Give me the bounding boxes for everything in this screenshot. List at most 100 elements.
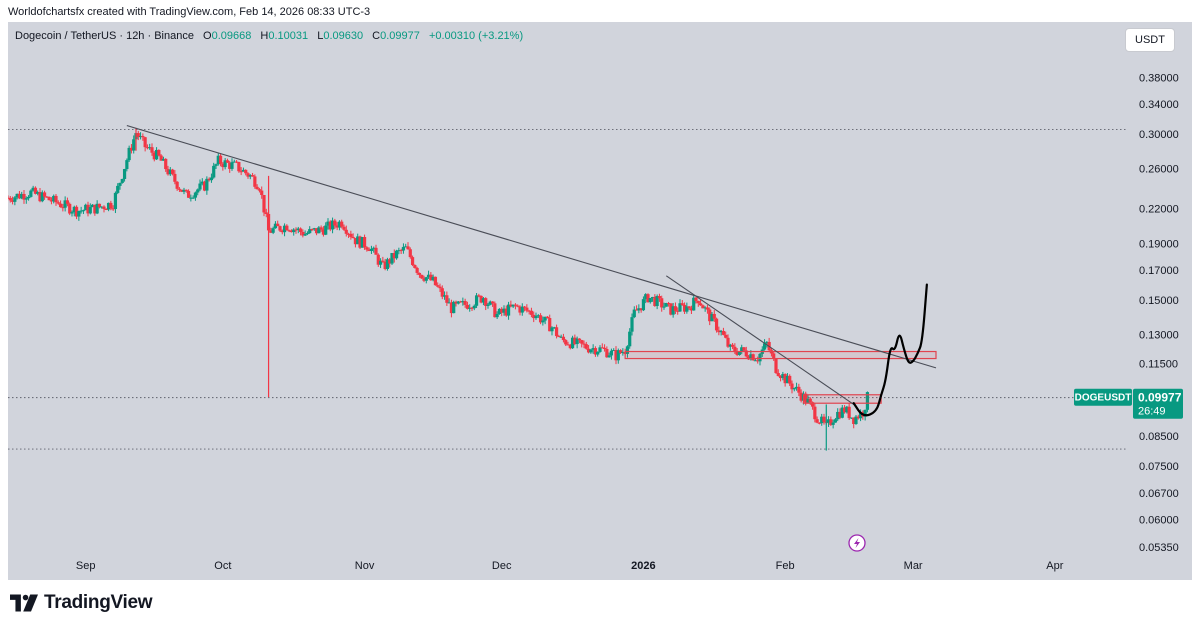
candle-body (541, 320, 545, 323)
candle-body (472, 305, 476, 309)
candle-body (378, 260, 383, 265)
candle-body (717, 330, 721, 333)
candle-body (788, 375, 792, 384)
candle-body (246, 173, 250, 177)
candle-body (685, 306, 689, 312)
candle-body (856, 416, 860, 419)
candle-body (314, 228, 319, 234)
candle-body (865, 392, 870, 410)
open-value: 0.09668 (211, 30, 252, 42)
candle-body (845, 406, 849, 413)
candle-body (813, 406, 817, 420)
candle-body (477, 295, 481, 297)
candle-body (842, 407, 847, 413)
candle-body (324, 225, 328, 235)
chart-pane[interactable] (8, 22, 1192, 580)
candle-body (173, 173, 177, 182)
candle-body (193, 192, 198, 198)
candle-body (468, 307, 472, 309)
candle-body (45, 196, 49, 198)
candle-body (129, 147, 134, 151)
candle-body (118, 182, 122, 186)
candle-body (858, 411, 863, 419)
candle-body (367, 249, 371, 251)
candle-body (106, 202, 111, 210)
candle-body (116, 185, 120, 193)
symbol-tag-text: DOGEUSDT (1075, 393, 1132, 404)
candle-body (298, 228, 303, 232)
candle-body (198, 183, 202, 190)
candle-body (646, 294, 650, 303)
candle-body (794, 386, 799, 389)
candle-body (20, 193, 24, 199)
candle-body (209, 177, 214, 181)
candle-body (436, 285, 440, 287)
candle-body (833, 419, 838, 423)
x-tick-label-4: 2026 (631, 560, 655, 572)
candle-body (591, 348, 595, 350)
candle-body (264, 212, 268, 214)
candle-body (317, 227, 321, 234)
candle-body (822, 416, 826, 423)
candle-body (216, 155, 220, 165)
candle-body (733, 346, 737, 352)
candle-body (600, 347, 604, 349)
candle-body (458, 301, 463, 303)
candle-body (518, 306, 522, 313)
candle-body (502, 308, 506, 313)
y-tick-label-7: 0.15000 (1139, 295, 1179, 307)
candle-body (696, 300, 700, 304)
candle-body (111, 208, 115, 210)
candle-body (31, 187, 35, 191)
candle-body (429, 274, 433, 281)
candle-body (221, 163, 225, 168)
candle-body (669, 303, 673, 315)
candle-body (346, 233, 351, 235)
candle-body (104, 208, 108, 210)
candle-body (465, 304, 470, 309)
candle-body (388, 259, 392, 264)
candle-body (54, 195, 58, 203)
candle-body (234, 161, 239, 163)
candle-body (829, 419, 833, 425)
y-tick-label-2: 0.30000 (1139, 129, 1179, 141)
candle-body (849, 417, 854, 419)
candle-body (703, 307, 707, 309)
y-tick-label-1: 0.34000 (1139, 99, 1179, 111)
candle-body (273, 223, 278, 229)
candle-body (614, 350, 618, 361)
candle-body (516, 305, 520, 307)
candle-body (177, 188, 182, 190)
support-zone-0 (624, 350, 937, 360)
candle-body (202, 181, 207, 191)
candle-body (513, 304, 518, 306)
candle-body (543, 316, 547, 321)
candle-body (93, 204, 97, 214)
candle-body (145, 147, 150, 149)
candle-body (22, 193, 26, 200)
candle-body (852, 417, 856, 425)
x-tick-label-6: Mar (904, 560, 923, 572)
candle-body (344, 229, 348, 234)
candle-body (728, 344, 732, 347)
candle-body (726, 337, 730, 347)
candle-body (550, 327, 554, 332)
candle-body (255, 186, 259, 190)
candle-body (792, 388, 796, 390)
candle-body (276, 223, 280, 227)
candle-body (607, 355, 611, 358)
candle-body (150, 147, 154, 153)
tradingview-logo: TradingView (10, 592, 153, 614)
candle-body (196, 189, 200, 193)
candle-body (269, 230, 273, 233)
candle-body (207, 178, 211, 181)
candle-body (319, 227, 323, 230)
candle-body (753, 360, 758, 362)
candle-body (438, 286, 442, 289)
currency-button[interactable]: USDT (1125, 28, 1175, 52)
candle-body (486, 304, 490, 306)
candle-body (660, 298, 664, 308)
candle-body (589, 349, 593, 353)
candle-body (758, 353, 762, 362)
